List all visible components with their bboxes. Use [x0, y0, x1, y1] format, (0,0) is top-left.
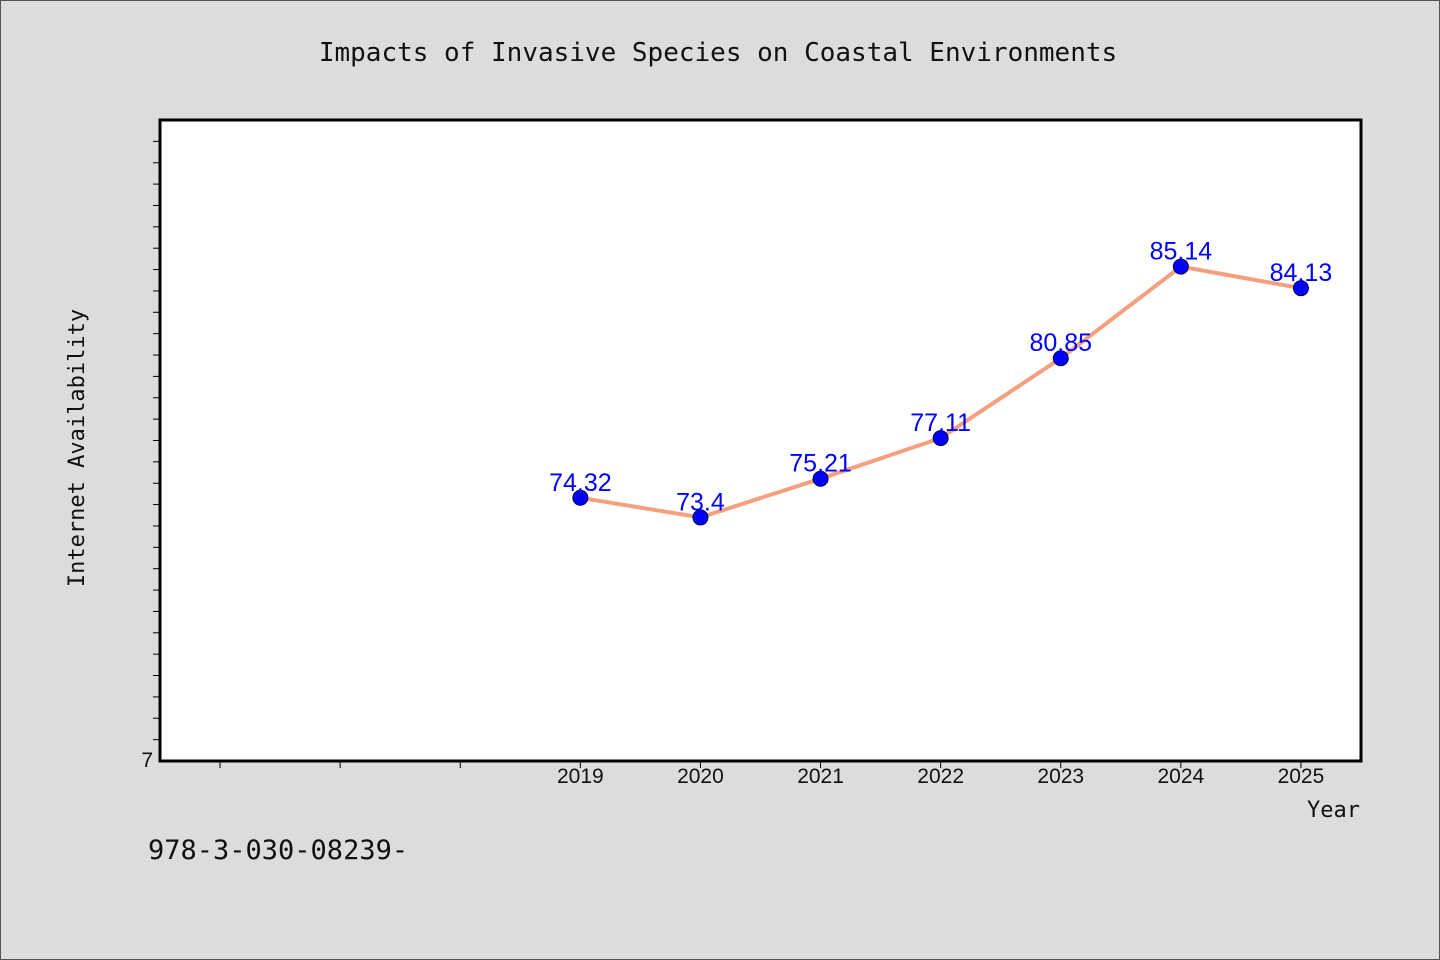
data-point	[1052, 350, 1069, 367]
x-tick-label: 2021	[797, 765, 844, 788]
x-tick-label: 2019	[557, 765, 604, 788]
data-point	[812, 470, 829, 487]
data-point	[1172, 258, 1189, 275]
data-point	[572, 489, 589, 506]
data-point	[932, 430, 949, 447]
x-tick-label: 2020	[677, 765, 724, 788]
data-point	[692, 509, 709, 526]
x-tick-label: 2023	[1037, 765, 1084, 788]
data-label: 85.14	[1150, 238, 1213, 266]
data-label: 75.21	[789, 450, 852, 478]
y-axis: 7	[141, 140, 160, 772]
data-label: 77.11	[910, 409, 971, 437]
data-label: 80.85	[1029, 329, 1092, 357]
plot-area	[158, 118, 1363, 763]
x-axis: 2019 2020 2021 2022 2023 2024 2025	[219, 761, 1325, 788]
x-tick-label: 2025	[1278, 765, 1325, 788]
data-labels: 74.32 73.4 75.21 77.11 80.85 85.14 84.13	[549, 238, 1332, 517]
data-label: 73.4	[676, 488, 725, 516]
footer-text: 978-3-030-08239-	[148, 835, 409, 866]
chart-title: Impacts of Invasive Species on Coastal E…	[319, 38, 1117, 68]
x-tick-label: 2024	[1157, 765, 1204, 788]
data-point	[1292, 280, 1309, 297]
y-axis-label: Internet Availability	[65, 309, 90, 587]
y-tick-label: 7	[141, 749, 153, 772]
x-axis-label: Year	[1307, 798, 1360, 823]
x-tick-label: 2022	[917, 765, 964, 788]
data-label: 74.32	[549, 469, 612, 497]
data-label: 84.13	[1270, 259, 1333, 287]
series-layer	[572, 258, 1309, 526]
